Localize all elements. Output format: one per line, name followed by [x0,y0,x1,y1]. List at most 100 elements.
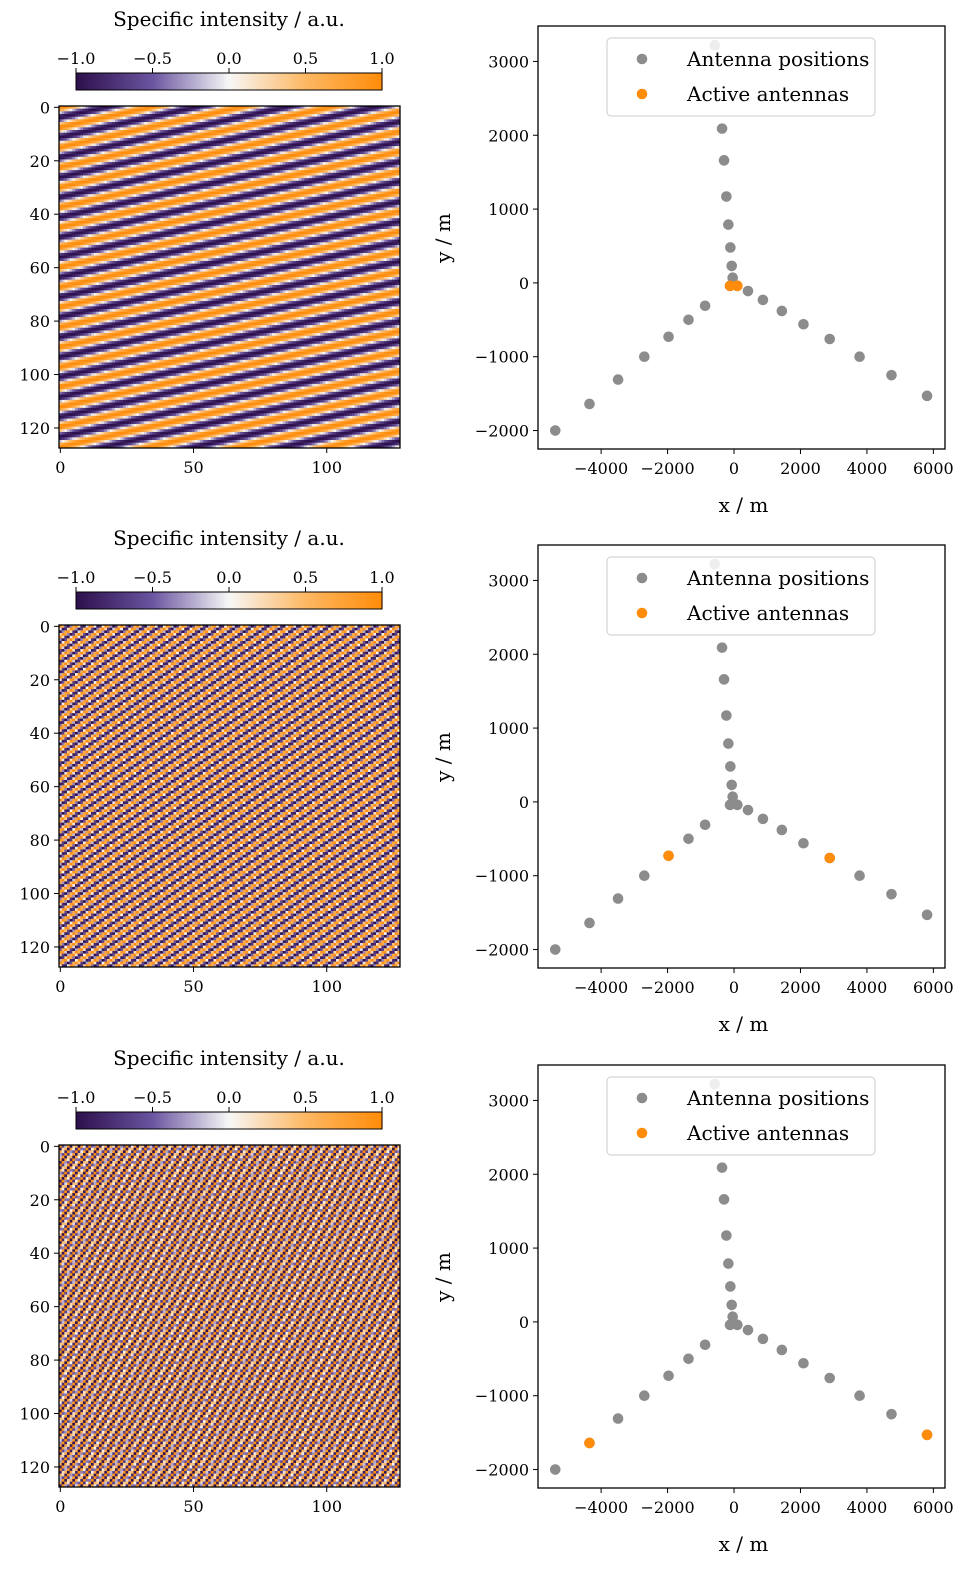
heatmap-cell [182,167,185,170]
heatmap-cell [91,159,94,162]
heatmap-cell [320,197,323,200]
heatmap-cell [104,125,107,128]
heatmap-cell [363,192,366,195]
heatmap-cell [62,170,65,173]
heatmap-cell [206,135,209,138]
heatmap-cell [86,114,89,117]
heatmap-cell [168,125,171,128]
heatmap-cell [219,154,222,157]
heatmap-cell [360,111,363,114]
heatmap-cell [187,154,190,157]
heatmap-cell [120,167,123,170]
heatmap-cell [272,178,275,181]
heatmap-cell [307,162,310,165]
heatmap-cell [118,178,121,181]
heatmap-cell [83,186,86,189]
heatmap-cell [227,133,230,136]
heatmap-cell [219,197,222,200]
heatmap-cell [253,165,256,168]
heatmap-cell [304,197,307,200]
heatmap-cell [163,186,166,189]
heatmap-cell [272,167,275,170]
heatmap-cell [120,111,123,114]
heatmap-cell [216,173,219,176]
heatmap-cell [78,117,81,120]
heatmap-cell [136,114,139,117]
heatmap-cell [248,170,251,173]
heatmap-cell [275,143,278,146]
heatmap-cell [389,122,392,125]
heatmap-cell [195,119,198,122]
heatmap-cell [371,192,374,195]
heatmap-cell [304,154,307,157]
heatmap-cell [304,194,307,197]
heatmap-cell [88,178,91,181]
heatmap-cell [379,130,382,133]
heatmap-cell [155,194,158,197]
heatmap-cell [174,135,177,138]
heatmap-cell [155,178,158,181]
heatmap-cell [381,165,384,168]
heatmap-cell [195,109,198,112]
heatmap-cell [160,149,163,152]
heatmap-cell [336,143,339,146]
heatmap-cell [347,189,350,192]
heatmap-cell [182,146,185,149]
heatmap-cell [269,183,272,186]
heatmap-cell [99,141,102,144]
heatmap-cell [142,138,145,141]
heatmap-cell [104,189,107,192]
heatmap-cell [251,114,254,117]
heatmap-cell [245,167,248,170]
heatmap-cell [267,162,270,165]
heatmap-cell [344,162,347,165]
heatmap-cell [219,181,222,184]
heatmap-cell [387,117,390,120]
heatmap-cell [232,154,235,157]
heatmap-cell [373,122,376,125]
heatmap-cell [120,162,123,165]
heatmap-cell [70,189,73,192]
heatmap-cell [107,192,110,195]
heatmap-cell [64,151,67,154]
heatmap-cell [70,135,73,138]
heatmap-cell [80,183,83,186]
heatmap-cell [179,183,182,186]
heatmap-cell [102,162,105,165]
heatmap-cell [112,138,115,141]
heatmap-cell [136,133,139,136]
heatmap-cell [224,167,227,170]
heatmap-cell [72,181,75,184]
heatmap-cell [253,146,256,149]
heatmap-cell [176,114,179,117]
heatmap-cell [379,157,382,160]
heatmap-cell [83,175,86,178]
heatmap-cell [184,109,187,112]
heatmap-cell [371,138,374,141]
heatmap-cell [163,130,166,133]
heatmap-cell [323,143,326,146]
heatmap-cell [131,162,134,165]
heatmap-cell [219,133,222,136]
heatmap-cell [309,149,312,152]
heatmap-cell [83,157,86,160]
heatmap-cell [128,133,131,136]
heatmap-cell [96,165,99,168]
heatmap-cell [272,125,275,128]
heatmap-cell [123,200,126,203]
heatmap-cell [208,170,211,173]
heatmap-cell [166,138,169,141]
heatmap-cell [293,157,296,160]
heatmap-cell [179,154,182,157]
heatmap-cell [112,127,115,130]
heatmap-cell [267,109,270,112]
heatmap-cell [371,157,374,160]
heatmap-cell [237,194,240,197]
heatmap-cell [259,151,262,154]
heatmap-cell [333,119,336,122]
heatmap-cell [307,200,310,203]
heatmap-cell [277,109,280,112]
heatmap-cell [155,192,158,195]
heatmap-cell [331,114,334,117]
heatmap-cell [339,159,342,162]
